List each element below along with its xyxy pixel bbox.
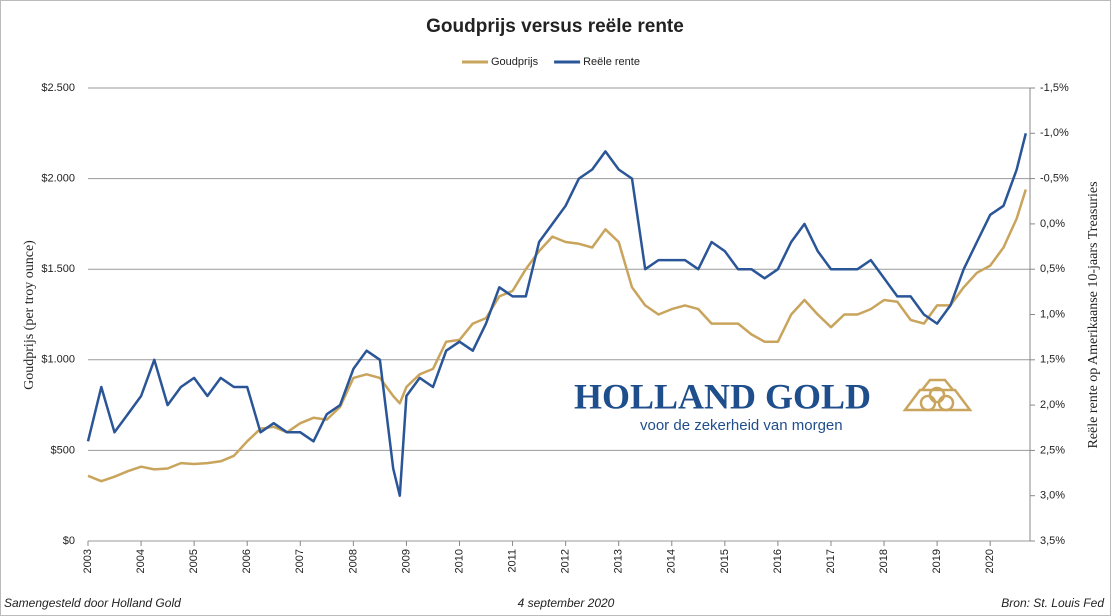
y2-tick-label: 3,5% [1040, 535, 1065, 547]
y-tick-label: $2.000 [41, 173, 75, 185]
y2-tick-label: -1,5% [1040, 82, 1069, 94]
x-tick-label: 2008 [347, 549, 359, 573]
series-line [86, 132, 1028, 497]
y2-tick-label: 0,5% [1040, 263, 1065, 275]
series-line [87, 189, 1027, 483]
x-tick-label: 2009 [400, 549, 412, 573]
x-tick-label: 2012 [560, 549, 572, 573]
y2-tick-label: 3,0% [1040, 490, 1065, 502]
footer-center: 4 september 2020 [518, 596, 615, 610]
x-tick-label: 2018 [878, 549, 890, 573]
x-tick-label: 2017 [825, 549, 837, 573]
y-axis-title: Goudprijs (per troy ounce) [22, 240, 37, 390]
x-tick-label: 2011 [506, 549, 518, 573]
x-tick-label: 2020 [984, 549, 996, 573]
x-tick-label: 2003 [82, 549, 94, 573]
y2-tick-label: 0,0% [1040, 218, 1065, 230]
x-tick-label: 2015 [719, 549, 731, 573]
y-tick-label: $1.500 [41, 263, 75, 275]
y2-axis-title: Reële rente op Amerikaanse 10-jaars Trea… [1086, 181, 1101, 448]
y-tick-label: $2.500 [41, 82, 75, 94]
x-tick-label: 2013 [613, 549, 625, 573]
logo: HOLLAND GOLD voor de zekerheid van morge… [574, 376, 973, 434]
x-tick-label: 2004 [135, 549, 147, 573]
y-tick-label: $1.000 [41, 354, 75, 366]
y2-tick-label: 1,5% [1040, 354, 1065, 366]
x-tick-label: 2016 [772, 549, 784, 573]
logo-icon [902, 378, 973, 412]
y-tick-label: $0 [63, 535, 75, 547]
x-tick-label: 2005 [188, 549, 200, 573]
y2-tick-label: -1,0% [1040, 127, 1069, 139]
y2-tick-label: 2,5% [1040, 444, 1065, 456]
y-tick-label: $500 [51, 444, 75, 456]
x-tick-label: 2019 [931, 549, 943, 573]
legend-label: Reële rente [583, 56, 640, 68]
legend-label: Goudprijs [491, 56, 539, 68]
y2-tick-label: 2,0% [1040, 399, 1065, 411]
x-tick-label: 2010 [453, 549, 465, 573]
x-tick-label: 2006 [241, 549, 253, 573]
x-tick-label: 2014 [666, 549, 678, 573]
x-tick-label: 2007 [294, 549, 306, 573]
y2-tick-label: -0,5% [1040, 173, 1069, 185]
chart-title: Goudprijs versus reële rente [426, 16, 684, 37]
logo-name: HOLLAND GOLD [574, 376, 871, 416]
footer-left: Samengesteld door Holland Gold [4, 596, 181, 610]
logo-tagline: voor de zekerheid van morgen [640, 417, 843, 434]
footer-right: Bron: St. Louis Fed [1001, 596, 1104, 610]
y2-tick-label: 1,0% [1040, 308, 1065, 320]
